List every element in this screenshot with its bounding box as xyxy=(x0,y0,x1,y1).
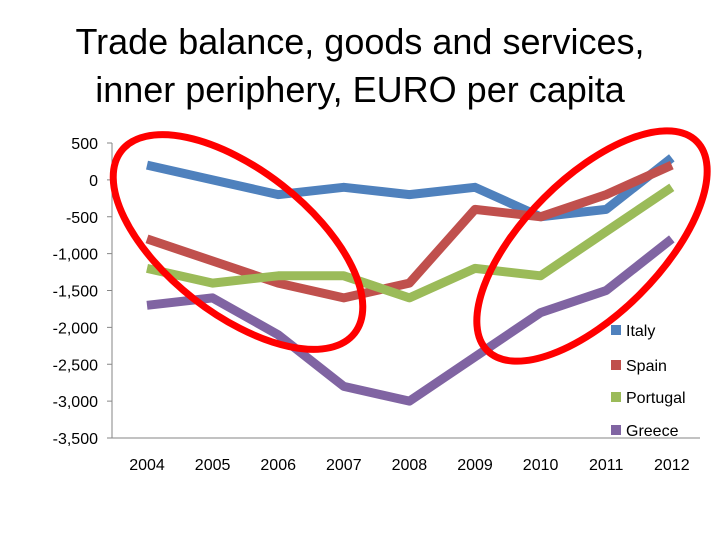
y-tick-label: 0 xyxy=(89,173,98,190)
y-tick-label: -2,500 xyxy=(53,357,98,374)
annotation-ellipse xyxy=(473,127,711,365)
chart-title-line-1: Trade balance, goods and services, xyxy=(75,21,645,62)
legend-label-italy: Italy xyxy=(626,323,655,340)
series-line-spain xyxy=(145,160,674,303)
x-tick-label: 2009 xyxy=(457,457,493,474)
legend-label-spain: Spain xyxy=(626,358,667,375)
chart-title-line-2: inner periphery, EURO per capita xyxy=(95,69,625,110)
x-tick-label: 2005 xyxy=(195,457,231,474)
axes: 500 0 -500 -1,000 -1,500 -2,000 -2,500 -3,000 -3… xyxy=(53,136,700,474)
legend-label-portugal: Portugal xyxy=(626,390,686,407)
x-tick-label: 2011 xyxy=(589,457,624,474)
y-tick-label: -2,000 xyxy=(53,320,98,337)
legend-swatch-greece xyxy=(611,425,621,435)
legend-swatch-italy xyxy=(611,325,621,335)
legend: Italy Spain Portugal Greece xyxy=(611,323,686,440)
legend-swatch-portugal xyxy=(611,392,621,402)
legend-swatch-spain xyxy=(611,360,621,370)
x-tick-label: 2008 xyxy=(392,457,428,474)
series-line-greece xyxy=(146,235,675,406)
y-tick-label: -3,000 xyxy=(53,394,98,411)
legend-label-greece: Greece xyxy=(626,423,679,440)
y-tick-label: -500 xyxy=(66,210,98,227)
y-tick-label: -1,500 xyxy=(53,284,98,301)
chart-title: Trade balance, goods and services, inner… xyxy=(0,18,720,114)
x-tick-label: 2012 xyxy=(654,457,690,474)
x-tick-label: 2007 xyxy=(326,457,362,474)
annotations xyxy=(109,127,711,365)
y-tick-label: -1,000 xyxy=(53,247,98,264)
y-tick-label: 500 xyxy=(71,136,98,153)
x-tick-label: 2010 xyxy=(523,457,559,474)
x-tick-label: 2004 xyxy=(129,457,165,474)
series-line-portugal xyxy=(146,183,675,303)
series-line-italy xyxy=(146,154,675,222)
y-tick-label: -3,500 xyxy=(53,431,98,448)
series-lines xyxy=(145,154,675,406)
annotation-ellipse xyxy=(109,131,367,353)
x-tick-label: 2006 xyxy=(260,457,296,474)
